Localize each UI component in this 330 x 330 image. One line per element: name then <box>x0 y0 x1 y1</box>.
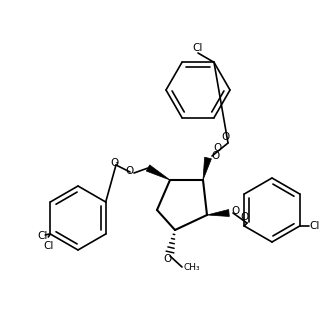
Text: O: O <box>214 143 222 153</box>
Text: Cl: Cl <box>43 241 53 251</box>
Text: O: O <box>163 254 171 264</box>
Text: O: O <box>211 151 219 161</box>
Text: O: O <box>110 158 118 168</box>
Polygon shape <box>146 165 170 180</box>
Text: Cl: Cl <box>310 221 320 231</box>
Text: O: O <box>221 132 230 142</box>
Text: Cl: Cl <box>193 43 203 53</box>
Text: Cl: Cl <box>37 231 48 241</box>
Polygon shape <box>203 157 212 180</box>
Text: O: O <box>231 206 239 216</box>
Text: O: O <box>125 166 133 176</box>
Polygon shape <box>207 210 229 216</box>
Text: O: O <box>241 212 249 222</box>
Text: CH₃: CH₃ <box>183 263 200 273</box>
